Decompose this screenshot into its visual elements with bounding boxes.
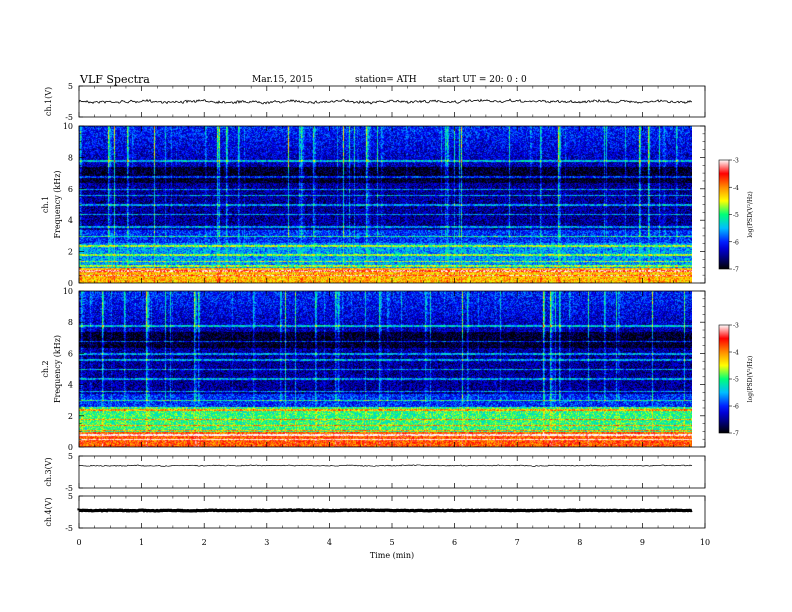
ch2-spectrogram-colorbar-tick-label: -5 [733, 377, 739, 384]
ch1-spectrogram-colorbar-tick-label: -3 [733, 158, 739, 165]
ch1-spectrogram-colorbar [718, 159, 730, 270]
plot-title: VLF Spectra [80, 73, 150, 86]
ch2-spectrogram-colorbar-tick-label: -7 [733, 431, 739, 438]
x-tick-label: 9 [640, 538, 645, 547]
ch2-spectrogram-ytick-label: 10 [63, 287, 73, 296]
start-time-label: start UT = 20: 0 : 0 [438, 75, 527, 85]
ch4-waveform-ytick-bottom: -5 [65, 524, 73, 533]
ch1-spectrogram-colorbar-tick-label: -7 [733, 267, 739, 274]
ch2-spectrogram-ytick-label: 2 [68, 412, 73, 421]
x-tick-label: 2 [202, 538, 207, 547]
ch2-spectrogram-channel-label: ch.2 [41, 360, 50, 377]
ch2-spectrogram-ytick-label: 8 [68, 318, 73, 327]
ch2-spectrogram-ytick-label: 6 [68, 349, 73, 358]
station-label: station= ATH [355, 75, 417, 85]
ch1-spectrogram-image [79, 126, 692, 283]
date-label: Mar.15, 2015 [252, 75, 313, 85]
ch1-spectrogram-colorbar-label: log(PSD(V²/Hz) [747, 191, 754, 238]
x-tick-label: 5 [389, 538, 394, 547]
x-tick-label: 3 [264, 538, 269, 547]
ch2-spectrogram-ytick-label: 0 [68, 443, 73, 452]
ch1-spectrogram-ylabel: Frequency (kHz) [53, 170, 62, 238]
ch1-spectrogram-ytick-label: 10 [63, 122, 73, 131]
x-tick-label: 10 [700, 538, 710, 547]
ch1-spectrogram-ytick-label: 8 [68, 153, 73, 162]
ch1-waveform-ytick-bottom: -5 [65, 113, 73, 122]
ch4-waveform-ytick-top: 5 [68, 492, 73, 501]
ch3-waveform-trace [78, 464, 693, 467]
ch1-waveform-ytick-top: 5 [68, 82, 73, 91]
x-tick-label: 6 [452, 538, 457, 547]
x-tick-label: 7 [515, 538, 520, 547]
x-tick-label: 8 [577, 538, 582, 547]
ch2-spectrogram-image [79, 291, 692, 447]
x-tick-label: 4 [327, 538, 332, 547]
ch3-waveform-ylabel: ch.3(V) [44, 457, 53, 486]
ch1-waveform-ylabel: ch.1(V) [44, 87, 53, 116]
ch1-spectrogram-colorbar-tick-label: -5 [733, 212, 739, 219]
ch1-spectrogram-colorbar-tick-label: -6 [733, 239, 739, 246]
ch2-spectrogram-colorbar-tick-label: -6 [733, 404, 739, 411]
ch4-waveform-ylabel: ch.4(V) [44, 497, 53, 526]
x-tick-label: 1 [139, 538, 144, 547]
ch2-spectrogram-ytick-label: 4 [68, 381, 73, 390]
ch1-spectrogram-colorbar-tick-label: -4 [733, 185, 739, 192]
ch1-spectrogram-channel-label: ch.1 [41, 196, 50, 213]
ch2-spectrogram-colorbar [718, 324, 730, 434]
ch1-spectrogram-ytick-label: 6 [68, 185, 73, 194]
ch2-spectrogram-colorbar-label: log(PSD(V²/Hz) [747, 356, 754, 403]
x-tick-label: 0 [76, 538, 81, 547]
ch3-waveform-ytick-top: 5 [68, 452, 73, 461]
ch1-spectrogram-ytick-label: 2 [68, 248, 73, 257]
ch2-spectrogram-colorbar-tick-label: -3 [733, 323, 739, 330]
ch3-waveform-ytick-bottom: -5 [65, 484, 73, 493]
x-axis-label: Time (min) [370, 551, 414, 560]
ch2-spectrogram-ylabel: Frequency (kHz) [53, 335, 62, 403]
ch1-spectrogram-ytick-label: 0 [68, 279, 73, 288]
ch2-spectrogram-colorbar-tick-label: -4 [733, 350, 739, 357]
ch4-waveform-trace [77, 508, 693, 513]
ch1-spectrogram-ytick-label: 4 [68, 216, 73, 225]
ch1-waveform-trace [78, 98, 693, 105]
